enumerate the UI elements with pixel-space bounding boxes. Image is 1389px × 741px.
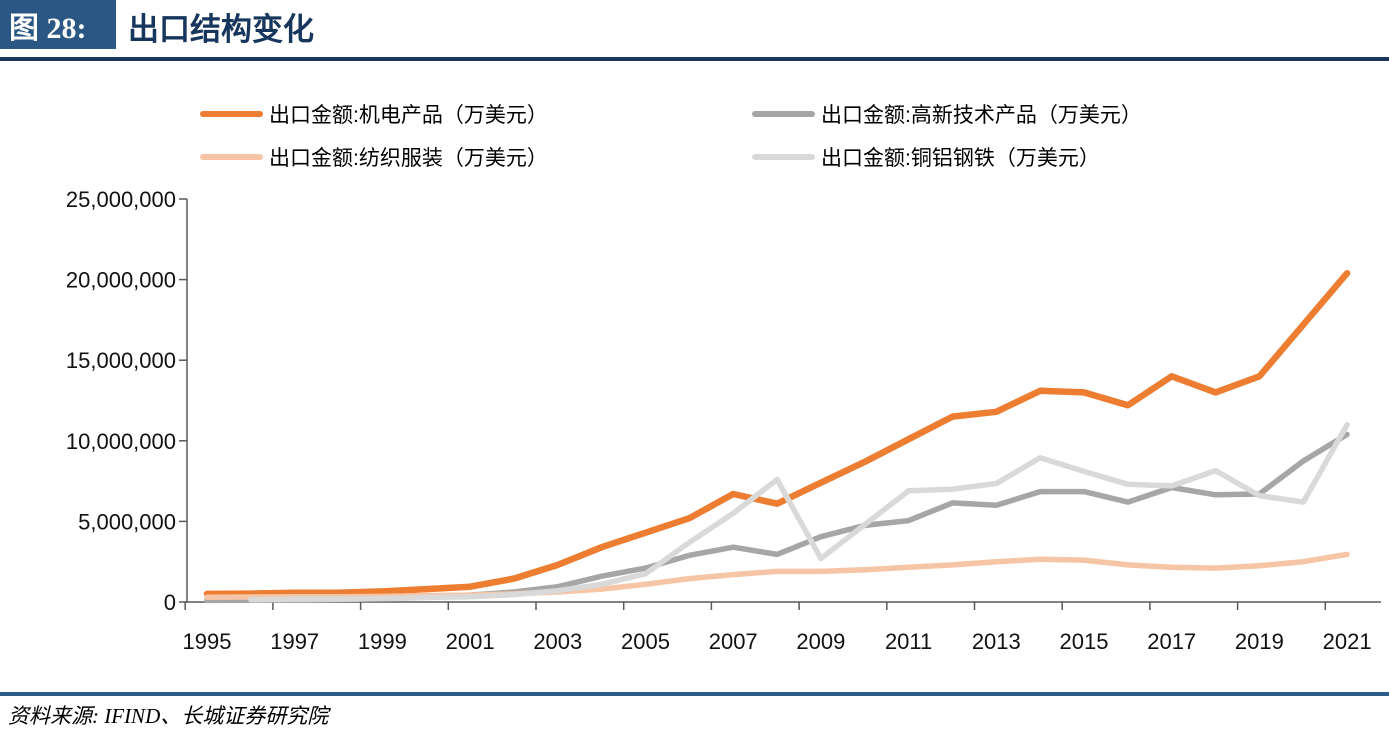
x-tick-label: 2003 [533,629,582,654]
x-tick-label: 2021 [1323,629,1372,654]
y-tick-label: 15,000,000 [66,348,176,373]
legend-item-mechanical-electrical: 出口金额:机电产品（万美元） [200,100,548,128]
series-line-1 [203,269,1351,598]
x-tick-label: 2017 [1147,629,1196,654]
legend-label: 出口金额:机电产品（万美元） [269,104,548,127]
x-tick-label: 1999 [358,629,407,654]
legend-item-high-tech: 出口金额:高新技术产品（万美元） [752,100,1142,128]
y-tick-label: 10,000,000 [66,429,176,454]
header-divider [0,57,1389,61]
x-tick-label: 2009 [796,629,845,654]
x-tick-label: 2015 [1060,629,1109,654]
series-line-2 [204,431,1350,604]
legend-label: 出口金额:铜铝钢铁（万美元） [821,147,1100,170]
x-tick-label: 2001 [446,629,495,654]
legend-label: 出口金额:高新技术产品（万美元） [821,104,1142,127]
x-tick-label: 2011 [885,629,932,654]
figure-number-label: 图 28: [9,11,87,45]
legend-label: 出口金额:纺织服装（万美元） [269,147,548,170]
y-tick-label: 0 [164,590,176,615]
legend-swatch-orange [200,111,263,117]
y-tick-label: 25,000,000 [66,187,176,212]
x-tick-label: 1995 [183,629,232,654]
x-tick-label: 2013 [972,629,1021,654]
legend-swatch-lightgray [752,154,815,160]
x-tick-label: 2019 [1235,629,1284,654]
y-tick-label: 5,000,000 [78,509,176,534]
x-tick-label: 2005 [621,629,670,654]
x-tick-label: 2007 [709,629,758,654]
legend-swatch-peach [200,154,263,160]
x-tick-label: 1997 [270,629,319,654]
legend-item-copper-aluminum-steel: 出口金额:铜铝钢铁（万美元） [752,143,1100,171]
source-note: 资料来源: IFIND、长城证券研究院 [8,704,329,728]
figure-number-box: 图 28: [0,0,116,49]
legend-item-textile-apparel: 出口金额:纺织服装（万美元） [200,143,548,171]
legend-swatch-gray [752,111,815,117]
series-line-4 [248,421,1350,603]
y-tick-label: 20,000,000 [66,268,176,293]
page-title: 出口结构变化 [128,12,314,47]
source-divider [0,692,1389,696]
